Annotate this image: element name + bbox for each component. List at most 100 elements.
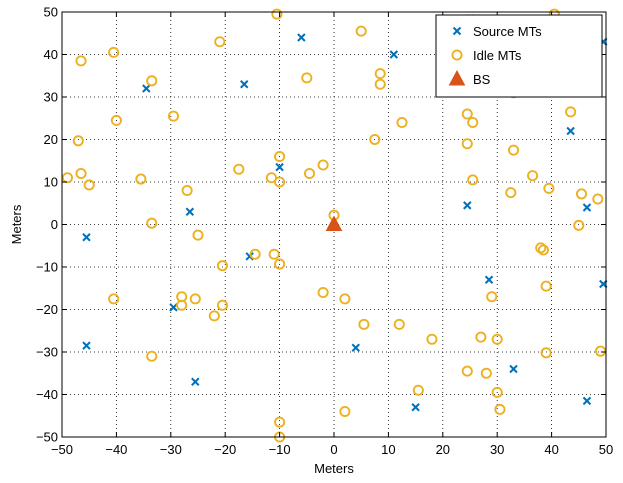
idle-mt-marker bbox=[595, 345, 607, 357]
source-mt-marker bbox=[582, 203, 592, 212]
source-mt-marker bbox=[411, 403, 420, 412]
source-mt-marker bbox=[185, 207, 195, 216]
idle-mt-marker bbox=[301, 72, 313, 84]
y-axis-title: Meters bbox=[9, 204, 24, 244]
idle-mt-marker bbox=[527, 170, 539, 182]
source-mt-marker-stroke bbox=[82, 233, 91, 242]
x-tick-label: 50 bbox=[599, 442, 613, 457]
source-mt-marker-stroke bbox=[463, 201, 472, 210]
source-mt-marker bbox=[82, 233, 91, 242]
idle-mt-marker bbox=[592, 193, 604, 205]
idle-mt-marker bbox=[146, 350, 158, 362]
idle-mt-marker bbox=[412, 384, 424, 396]
source-mt-marker bbox=[297, 33, 306, 42]
idle-mt-marker bbox=[216, 299, 229, 311]
idle-mt-marker bbox=[167, 110, 180, 122]
source-mt-marker bbox=[169, 303, 178, 312]
idle-mt-marker bbox=[268, 248, 280, 260]
idle-mt-marker bbox=[507, 144, 520, 156]
idle-mt-marker bbox=[475, 331, 487, 343]
source-mt-marker bbox=[484, 275, 494, 284]
idle-mt-marker bbox=[426, 333, 438, 345]
source-mt-marker-stroke bbox=[185, 207, 195, 216]
x-axis-title: Meters bbox=[314, 461, 354, 476]
idle-mt-marker bbox=[317, 159, 329, 171]
source-mt-marker-stroke bbox=[82, 341, 91, 350]
idle-mt-marker bbox=[181, 184, 193, 197]
idle-mt-marker bbox=[274, 150, 286, 163]
idle-mt-marker bbox=[540, 280, 552, 292]
x-tick-label: 40 bbox=[544, 442, 558, 457]
source-mt-marker-stroke bbox=[351, 343, 360, 352]
idle-mt-marker bbox=[249, 248, 261, 260]
legend-idle-mts: Idle MTs bbox=[451, 48, 522, 63]
x-tick-label: −10 bbox=[269, 442, 291, 457]
idle-mt-marker bbox=[467, 116, 479, 129]
idle-mt-marker bbox=[486, 291, 498, 303]
source-mt-marker bbox=[82, 341, 91, 350]
idle-mt-marker bbox=[216, 260, 229, 272]
idle-mt-marker bbox=[339, 405, 351, 418]
idle-mt-marker bbox=[461, 108, 473, 120]
source-mt-marker-stroke bbox=[566, 126, 575, 136]
source-mt-marker bbox=[389, 50, 399, 59]
source-mt-marker-stroke bbox=[142, 84, 151, 93]
idle-mt-marker bbox=[108, 46, 120, 58]
idle-mt-marker bbox=[535, 242, 547, 254]
source-mt-marker bbox=[566, 126, 575, 136]
idle-mt-marker bbox=[374, 78, 386, 90]
source-mt-marker-stroke bbox=[245, 252, 254, 261]
source-mt-marker-stroke bbox=[411, 403, 420, 412]
legend-idle-mts-symbol bbox=[451, 49, 463, 61]
source-mt-marker-stroke bbox=[275, 162, 284, 172]
idle-mt-marker bbox=[339, 293, 351, 305]
idle-mt-marker bbox=[540, 347, 552, 359]
idle-mt-marker bbox=[274, 416, 286, 428]
source-mt-marker-stroke bbox=[191, 377, 200, 386]
y-tick-label: −40 bbox=[36, 387, 58, 402]
source-mt-marker-stroke bbox=[169, 303, 178, 312]
y-tick-label: 40 bbox=[44, 47, 58, 62]
data-points bbox=[61, 8, 608, 443]
idle-mt-marker bbox=[396, 116, 408, 129]
idle-mt-marker bbox=[274, 176, 286, 188]
source-mt-marker-stroke bbox=[389, 50, 399, 59]
source-mt-marker bbox=[240, 80, 249, 89]
idle-mt-marker bbox=[192, 229, 204, 241]
legend-source-mts-symbol bbox=[452, 26, 462, 36]
source-mt-marker-stroke bbox=[582, 203, 592, 212]
idle-mt-marker bbox=[108, 293, 120, 305]
idle-mt-marker bbox=[537, 244, 549, 256]
idle-mt-marker bbox=[176, 299, 188, 311]
y-tick-label: −50 bbox=[36, 430, 58, 445]
idle-mt-marker bbox=[374, 68, 386, 80]
idle-mt-marker bbox=[146, 75, 158, 87]
source-mt-marker bbox=[142, 84, 151, 93]
idle-mt-marker bbox=[274, 258, 286, 270]
idle-mt-marker bbox=[494, 403, 506, 415]
idle-mt-marker bbox=[83, 179, 95, 191]
bs-marker bbox=[325, 215, 343, 231]
x-tick-label: −20 bbox=[214, 442, 236, 457]
source-mt-marker bbox=[463, 201, 472, 210]
legend-bs: BS bbox=[448, 69, 491, 87]
y-tick-label: 20 bbox=[44, 132, 58, 147]
legend-entries: Source MTs Idle MTs BS bbox=[448, 24, 542, 87]
source-mt-marker bbox=[351, 343, 360, 352]
source-mt-marker bbox=[582, 396, 592, 406]
idle-mt-marker bbox=[135, 173, 147, 185]
source-mt-marker bbox=[275, 162, 284, 172]
idle-mt-marker bbox=[317, 286, 329, 299]
source-mt-marker-stroke bbox=[484, 275, 494, 284]
y-tick-label: 10 bbox=[44, 175, 58, 190]
idle-mt-marker bbox=[271, 8, 283, 20]
source-mt-marker-stroke bbox=[582, 396, 592, 406]
idle-mt-marker bbox=[72, 135, 84, 147]
idle-mt-marker bbox=[505, 187, 517, 199]
ticks: −50 −40 −30 −20 −10 0 10 20 30 40 50 −50 −40 −30 −20 −1… bbox=[36, 5, 613, 458]
idle-mt-marker bbox=[75, 167, 87, 180]
source-mt-marker bbox=[509, 364, 518, 374]
y-tick-label: 30 bbox=[44, 90, 58, 105]
legend: Source MTs Idle MTs BS bbox=[435, 14, 603, 98]
source-mt-marker-stroke bbox=[509, 364, 518, 374]
